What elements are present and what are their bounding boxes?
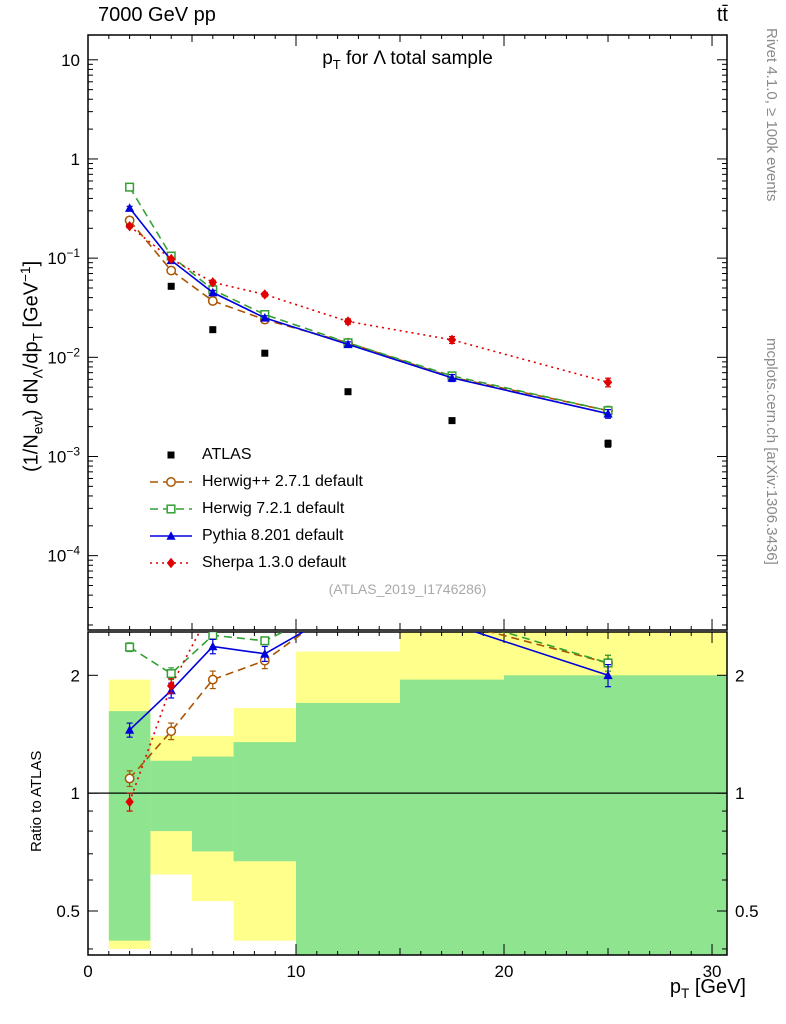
herwigpp-marker-icon xyxy=(148,472,194,492)
legend-item-herwigpp: Herwig++ 2.7.1 default xyxy=(148,468,363,495)
plot-title-sub: T xyxy=(332,56,341,72)
main-panel-frame xyxy=(87,34,728,631)
svg-text:2: 2 xyxy=(735,666,744,685)
legend-item-pythia: Pythia 8.201 default xyxy=(148,522,363,549)
svg-text:0.5: 0.5 xyxy=(56,902,80,921)
legend: ATLAS Herwig++ 2.7.1 default Herwig 7.2.… xyxy=(148,441,363,576)
process-label: tt̄ xyxy=(716,4,728,26)
svg-text:0: 0 xyxy=(83,962,92,981)
svg-text:10: 10 xyxy=(61,51,80,70)
atlas-marker-icon xyxy=(148,445,194,465)
beam-label: 7000 GeV pp xyxy=(98,4,216,26)
legend-item-herwig7: Herwig 7.2.1 default xyxy=(148,495,363,522)
svg-text:0.5: 0.5 xyxy=(735,902,759,921)
svg-text:30: 30 xyxy=(703,962,722,981)
svg-text:1: 1 xyxy=(71,784,80,803)
rivet-version-label: Rivet 4.1.0, ≥ 100k events xyxy=(763,28,780,202)
plot-title: pT for Λ total sample xyxy=(88,48,727,72)
svg-text:10−4: 10−4 xyxy=(47,544,80,566)
pythia-marker-icon xyxy=(148,526,194,546)
svg-text:10−3: 10−3 xyxy=(47,444,80,466)
legend-label-atlas: ATLAS xyxy=(202,445,252,463)
x-axis-label: pT [GeV] xyxy=(669,976,746,1001)
svg-text:1: 1 xyxy=(735,784,744,803)
svg-text:10−1: 10−1 xyxy=(47,246,80,268)
mcplots-reference-label: mcplots.cern.ch [arXiv:1306.3436] xyxy=(763,338,780,565)
sherpa-marker-icon xyxy=(148,553,194,573)
legend-label-herwig7: Herwig 7.2.1 default xyxy=(202,499,345,517)
legend-label-sherpa: Sherpa 1.3.0 default xyxy=(202,553,347,571)
ratio-y-axis-label: Ratio to ATLAS xyxy=(28,750,45,852)
svg-text:10: 10 xyxy=(287,962,306,981)
legend-item-atlas: ATLAS xyxy=(148,441,363,468)
svg-text:1: 1 xyxy=(71,150,80,169)
svg-text:20: 20 xyxy=(495,962,514,981)
legend-label-herwigpp: Herwig++ 2.7.1 default xyxy=(202,472,363,490)
plot-title-pre: p xyxy=(322,48,333,69)
herwig7-marker-icon xyxy=(148,499,194,519)
svg-text:10−2: 10−2 xyxy=(47,345,80,367)
plot-title-post: for Λ total sample xyxy=(340,48,493,69)
legend-item-sherpa: Sherpa 1.3.0 default xyxy=(148,549,363,576)
analysis-id-watermark: (ATLAS_2019_I1746286) xyxy=(328,581,487,597)
svg-text:2: 2 xyxy=(71,666,80,685)
y-axis-label: (1/Nevt) dNΛ/dpT [GeV−1] xyxy=(18,260,46,472)
main-series xyxy=(124,182,613,448)
ratio-panel-frame xyxy=(87,631,728,956)
legend-label-pythia: Pythia 8.201 default xyxy=(202,526,344,544)
ratio-series xyxy=(124,632,613,812)
